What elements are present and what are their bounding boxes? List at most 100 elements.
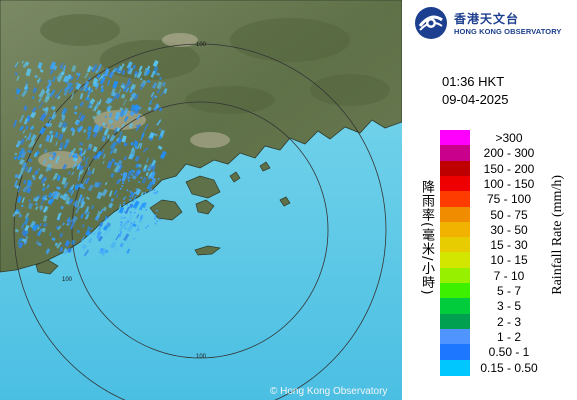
echo-cell: [115, 93, 121, 100]
echo-cell: [67, 247, 72, 254]
echo-cell: [73, 111, 78, 115]
echo-cell: [150, 70, 156, 78]
echo-cell: [108, 202, 114, 209]
legend-row: 50 - 75: [440, 206, 570, 223]
echo-cell: [150, 91, 155, 98]
echo-cell: [122, 107, 129, 117]
echo-cell: [120, 84, 126, 90]
echo-cell: [156, 89, 161, 94]
echo-dot: [123, 201, 126, 204]
echo-cell: [78, 165, 84, 172]
echo-dot: [155, 192, 158, 195]
echo-cell: [79, 92, 84, 100]
echo-cell: [76, 163, 81, 170]
echo-cell: [71, 129, 76, 136]
echo-cell: [61, 121, 68, 129]
echo-cell: [149, 137, 153, 141]
echo-cell: [102, 225, 109, 231]
echo-cell: [25, 125, 29, 130]
echo-cell: [37, 168, 41, 171]
echo-cell: [71, 162, 78, 170]
echo-cell: [35, 206, 39, 211]
echo-cell: [78, 142, 84, 146]
echo-cell: [42, 206, 48, 213]
echo-cell: [31, 174, 36, 179]
legend-swatch: [440, 145, 470, 162]
echo-cell: [98, 99, 102, 105]
echo-cell: [85, 156, 90, 163]
echo-cell: [59, 246, 64, 252]
echo-cell: [137, 142, 141, 149]
echo-cell: [96, 191, 103, 200]
echo-cell: [65, 196, 71, 205]
legend-title-chinese: 降雨率(毫米/小時): [419, 180, 434, 296]
echo-cell: [159, 77, 162, 80]
echo-dot: [153, 182, 155, 185]
radar-map[interactable]: 100 100 100 © Hong Kong Observatory: [0, 0, 402, 400]
echo-dot: [147, 224, 149, 227]
echo-cell: [148, 132, 155, 140]
echo-cell: [146, 157, 150, 163]
echo-cell: [35, 202, 38, 206]
echo-dot: [157, 178, 160, 180]
echo-cell: [118, 131, 123, 139]
echo-dot: [145, 226, 148, 229]
echo-cell: [25, 230, 29, 234]
echo-cell: [37, 77, 41, 84]
echo-cell: [133, 141, 139, 148]
echo-cell: [123, 155, 128, 161]
echo-cell: [113, 127, 118, 134]
legend-label: 15 - 30: [490, 238, 528, 253]
echo-cell: [21, 197, 25, 204]
echo-cell: [63, 87, 69, 96]
echo-cell: [83, 178, 87, 184]
echo-dot: [121, 221, 123, 224]
svg-text:100: 100: [196, 42, 207, 48]
echo-cell: [108, 118, 114, 125]
legend-label: 75 - 100: [486, 192, 532, 207]
echo-dot: [137, 228, 140, 231]
echo-cell: [61, 193, 67, 200]
echo-cell: [118, 225, 124, 232]
echo-cell: [106, 106, 111, 111]
ring-labels: 100 100 100: [62, 42, 207, 360]
echo-cell: [16, 195, 22, 203]
echo-dot: [133, 221, 136, 224]
echo-cell: [121, 63, 125, 67]
echo-cell: [64, 73, 72, 83]
echo-cell: [140, 192, 144, 198]
echo-cell: [92, 131, 98, 138]
echo-cell: [86, 130, 92, 136]
echo-cell: [22, 61, 29, 68]
echo-cell: [85, 196, 90, 201]
echo-cell: [160, 108, 163, 111]
echo-cell: [57, 133, 64, 141]
echo-cell: [105, 97, 112, 105]
echo-cell: [24, 166, 29, 173]
echo-cell: [27, 166, 32, 173]
legend-swatch: [440, 267, 470, 284]
echo-cell: [94, 215, 100, 221]
echo-cell: [147, 176, 151, 181]
echo-cell: [78, 183, 85, 189]
echo-cell: [135, 163, 140, 169]
echo-cell: [87, 88, 93, 96]
echo-cell: [104, 226, 112, 236]
echo-cell: [134, 155, 140, 162]
echo-cell: [122, 220, 128, 228]
echo-cell: [51, 111, 56, 120]
echo-cell: [29, 220, 36, 229]
echo-cell: [85, 96, 91, 102]
echo-cell: [87, 102, 92, 109]
legend-row: 5 - 7: [440, 283, 570, 299]
echo-cell: [79, 86, 84, 92]
echo-cell: [56, 186, 61, 190]
echo-cell: [91, 64, 98, 73]
echo-dot: [156, 220, 158, 223]
echo-cell: [59, 194, 64, 199]
echo-cell: [103, 127, 110, 136]
echo-cell: [98, 75, 103, 81]
echo-cell: [101, 149, 105, 157]
echo-dot: [138, 181, 141, 184]
echo-cell: [76, 121, 81, 125]
